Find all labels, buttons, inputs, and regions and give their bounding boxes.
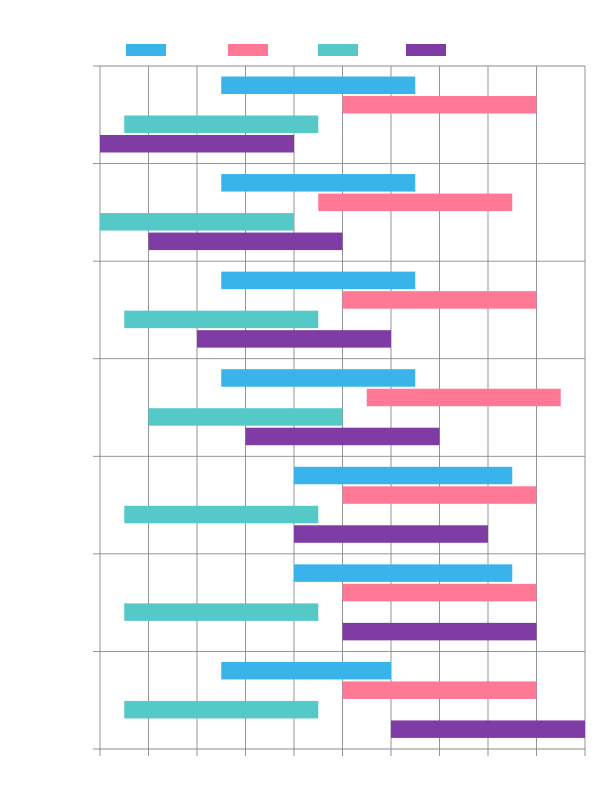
legend-swatch-series-3 — [318, 44, 358, 56]
bar-series-3-category-3 — [124, 310, 319, 329]
bar-series-4-category-1 — [100, 135, 294, 153]
bar-series-2-category-5 — [342, 486, 537, 504]
bars — [100, 76, 585, 738]
bar-series-2-category-4 — [366, 388, 561, 407]
axes — [93, 65, 586, 756]
bar-series-4-category-7 — [391, 720, 585, 738]
bar-series-1-category-4 — [221, 369, 416, 387]
legend-swatch-series-2 — [228, 44, 268, 56]
bar-series-3-category-5 — [124, 505, 319, 524]
bar-series-3-category-6 — [124, 603, 319, 621]
bar-series-2-category-6 — [342, 583, 537, 602]
bar-series-1-category-1 — [221, 76, 416, 94]
bar-series-3-category-2 — [100, 213, 294, 231]
bar-series-4-category-6 — [342, 622, 537, 641]
legend-swatch-series-4 — [406, 44, 446, 56]
bar-series-3-category-1 — [124, 115, 319, 133]
bar-series-4-category-3 — [197, 330, 391, 348]
bar-series-1-category-2 — [221, 174, 416, 192]
bar-series-1-category-6 — [294, 564, 513, 582]
bar-series-3-category-7 — [124, 700, 319, 719]
bar-series-3-category-4 — [148, 408, 343, 426]
bar-series-1-category-5 — [294, 466, 513, 485]
bar-series-2-category-3 — [342, 291, 537, 309]
bar-series-4-category-5 — [294, 525, 488, 543]
bar-series-2-category-7 — [342, 681, 537, 699]
legend — [126, 44, 446, 56]
bar-series-4-category-2 — [148, 232, 343, 251]
bar-series-1-category-3 — [221, 271, 416, 290]
bar-series-2-category-1 — [342, 96, 537, 114]
bar-series-1-category-7 — [221, 661, 391, 680]
grid — [99, 65, 586, 750]
legend-swatch-series-1 — [126, 44, 166, 56]
bar-series-4-category-4 — [245, 427, 440, 446]
bar-series-2-category-2 — [318, 193, 513, 212]
